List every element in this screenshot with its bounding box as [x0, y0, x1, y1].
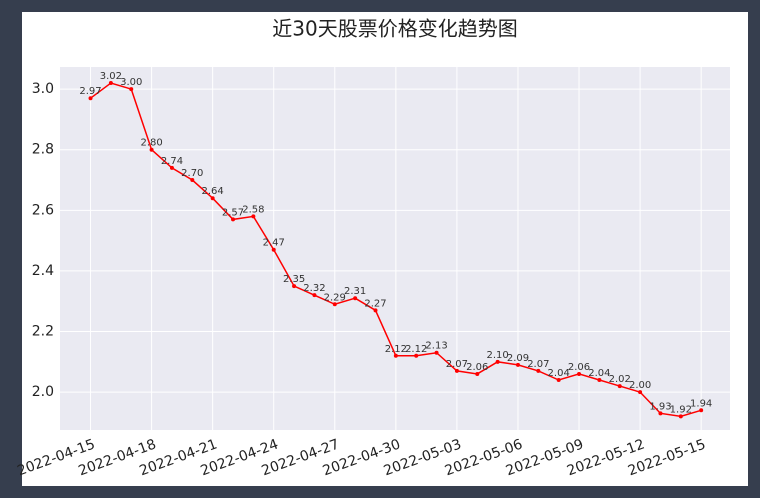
plot-area — [60, 67, 730, 430]
point — [577, 371, 582, 376]
point — [617, 384, 622, 389]
point — [251, 214, 256, 219]
point — [556, 378, 561, 383]
data-label: 2.31 — [344, 286, 366, 297]
data-label: 2.07 — [446, 359, 468, 370]
data-label: 1.93 — [649, 401, 671, 412]
data-label: 2.10 — [486, 350, 508, 361]
point — [495, 359, 500, 364]
data-label: 2.58 — [242, 204, 264, 215]
data-label: 2.64 — [202, 186, 224, 197]
point — [332, 302, 337, 307]
y-tick-label: 3.0 — [32, 81, 54, 97]
data-label: 2.07 — [527, 359, 549, 370]
point — [454, 368, 459, 373]
data-label: 2.32 — [303, 283, 325, 294]
point — [271, 247, 276, 252]
point — [190, 178, 195, 183]
point — [149, 147, 154, 152]
data-label: 2.09 — [507, 353, 529, 364]
data-label: 2.57 — [222, 207, 244, 218]
data-label: 1.94 — [690, 398, 712, 409]
y-tick-label: 2.0 — [32, 384, 54, 400]
data-label: 2.04 — [548, 368, 570, 379]
point — [231, 217, 236, 222]
data-label: 3.00 — [120, 77, 142, 88]
data-label: 2.12 — [385, 344, 407, 355]
point — [434, 350, 439, 355]
point — [353, 296, 358, 301]
point — [108, 81, 113, 86]
y-tick-label: 2.2 — [32, 324, 54, 340]
y-tick-label: 2.6 — [32, 202, 54, 218]
point — [597, 378, 602, 383]
point — [515, 362, 520, 367]
data-label: 2.00 — [629, 380, 651, 391]
data-label: 2.80 — [140, 138, 162, 149]
point — [129, 87, 134, 92]
point — [699, 408, 704, 413]
point — [393, 353, 398, 358]
point — [312, 293, 317, 298]
point — [638, 390, 643, 395]
data-label: 2.04 — [588, 368, 610, 379]
data-label: 2.27 — [364, 298, 386, 309]
data-label: 3.02 — [100, 71, 122, 82]
data-label: 2.29 — [324, 292, 346, 303]
data-label: 2.35 — [283, 274, 305, 285]
data-label: 2.74 — [161, 156, 183, 167]
watermark: CSDN @小际花园 — [640, 472, 746, 488]
point — [678, 414, 683, 419]
chart-title: 近30天股票价格变化趋势图 — [272, 17, 517, 41]
point — [658, 411, 663, 416]
point — [292, 284, 297, 289]
data-label: 2.06 — [466, 362, 488, 373]
data-label: 2.12 — [405, 344, 427, 355]
point — [414, 353, 419, 358]
data-label: 2.02 — [609, 374, 631, 385]
point — [88, 96, 93, 101]
data-label: 2.13 — [425, 341, 447, 352]
point — [373, 308, 378, 313]
data-label: 1.92 — [670, 404, 692, 415]
data-label: 2.06 — [568, 362, 590, 373]
point — [475, 371, 480, 376]
point — [210, 196, 215, 201]
y-tick-label: 2.4 — [32, 263, 54, 279]
data-label: 2.70 — [181, 168, 203, 179]
data-label: 2.47 — [263, 238, 285, 249]
data-label: 2.97 — [79, 86, 101, 97]
y-tick-label: 2.8 — [32, 142, 54, 158]
point — [536, 368, 541, 373]
point — [169, 165, 174, 170]
